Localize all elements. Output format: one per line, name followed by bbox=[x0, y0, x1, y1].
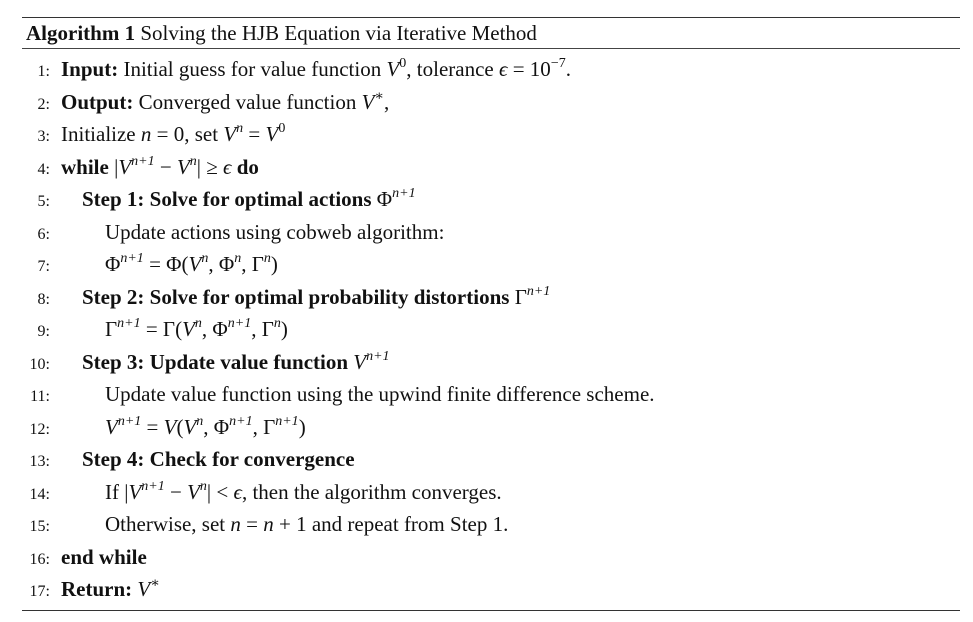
top-rule bbox=[22, 17, 960, 18]
line-10: 10: Step 3: Update value function Vn+1 bbox=[29, 348, 390, 374]
step4-heading: Step 4: Check for convergence bbox=[82, 447, 355, 471]
line-13: 13: Step 4: Check for convergence bbox=[29, 447, 355, 471]
line-5: 5: Step 1: Solve for optimal actions Φn+1 bbox=[37, 186, 416, 212]
line-7: 7: Φn+1 = Φ(Vn, Φn, Γn) bbox=[37, 251, 278, 277]
algorithm-block: Algorithm 1 Solving the HJB Equation via… bbox=[22, 17, 960, 611]
line-12: 12: Vn+1 = V(Vn, Φn+1, Γn+1) bbox=[29, 413, 306, 439]
input-keyword: Input: bbox=[61, 57, 119, 81]
line-6: 6: Update actions using cobweb algorithm: bbox=[37, 219, 445, 244]
line-17: 17: Return: V∗ bbox=[29, 576, 160, 602]
caption-rule bbox=[22, 48, 960, 49]
algorithm-label: Algorithm 1 bbox=[26, 21, 136, 45]
output-text: Converged value function bbox=[138, 89, 357, 114]
bottom-rule bbox=[22, 609, 960, 611]
algorithm-title: Solving the HJB Equation via Iterative M… bbox=[140, 21, 537, 45]
end-while-keyword: end while bbox=[61, 544, 147, 569]
algorithm-caption: Algorithm 1 Solving the HJB Equation via… bbox=[22, 18, 960, 48]
line-number: 1: bbox=[37, 63, 50, 80]
line-16: 16: end while bbox=[22, 541, 960, 574]
line-11: 11: Update value function using the upwin… bbox=[30, 382, 655, 406]
line-2: 2: Output: Converged value function V∗, bbox=[37, 88, 390, 114]
line-8: 8: Step 2: Solve for optimal probability … bbox=[37, 283, 551, 309]
line-3: 3: Initialize n = 0, set Vn = V0 bbox=[37, 121, 286, 147]
line-4: 4: while |Vn+1 − Vn| ≥ ϵ do bbox=[37, 153, 259, 179]
return-keyword: Return: bbox=[61, 577, 133, 601]
line-1: 1: Input: Initial guess for value functio… bbox=[22, 53, 960, 86]
line-14: 14: If |Vn+1 − Vn| < ϵ, then the algorith… bbox=[29, 478, 502, 504]
input-text: Initial guess for value function bbox=[123, 57, 382, 81]
line-9: 9: Γn+1 = Γ(Vn, Φn+1, Γn) bbox=[37, 316, 288, 342]
step1-heading: Step 1: Solve for optimal actions bbox=[82, 187, 372, 211]
algorithm-lines: 1: Input: Initial guess for value functio… bbox=[22, 49, 960, 606]
step2-heading: Step 2: Solve for optimal probability di… bbox=[82, 284, 510, 309]
step3-heading: Step 3: Update value function bbox=[82, 349, 349, 374]
output-keyword: Output: bbox=[61, 89, 134, 114]
line-15: 15: Otherwise, set n = n + 1 and repeat f… bbox=[29, 512, 509, 536]
